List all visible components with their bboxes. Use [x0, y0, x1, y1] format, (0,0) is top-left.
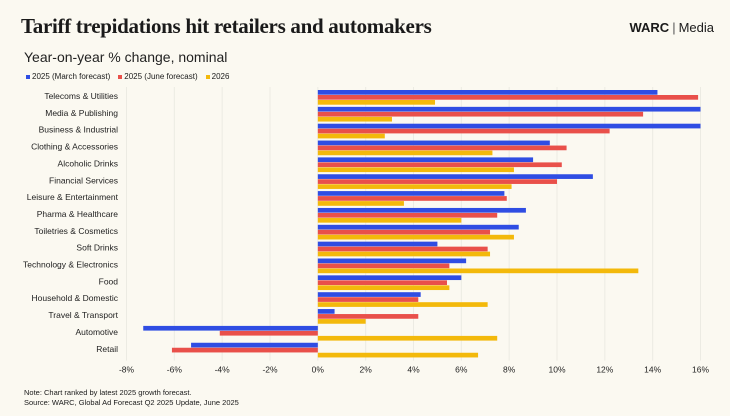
notes: Note: Chart ranked by latest 2025 growth…: [24, 388, 239, 408]
x-tick-label: -6%: [167, 365, 183, 375]
category-label: Automotive: [75, 327, 118, 337]
category-label: Media & Publishing: [45, 108, 118, 118]
bar-2025-june-forecast-: [317, 297, 419, 302]
bar-2026: [317, 201, 404, 206]
bar-2025-march-forecast-: [317, 191, 505, 196]
category-label: Retail: [96, 344, 118, 354]
bar-2026: [317, 352, 479, 358]
bar-2025-june-forecast-: [317, 263, 450, 269]
bar-2025-march-forecast-: [317, 174, 593, 179]
legend-item-2026: 2026: [205, 72, 230, 81]
bar-2026: [317, 217, 462, 223]
bar-2025-march-forecast-: [317, 106, 701, 112]
category-label: Leisure & Entertainment: [27, 192, 119, 202]
bar-2025-june-forecast-: [171, 347, 318, 353]
bar-2026: [317, 116, 392, 122]
bar-2026: [317, 234, 514, 240]
x-tick-label: 8%: [503, 365, 516, 375]
bar-2025-june-forecast-: [317, 179, 557, 184]
bar-2025-june-forecast-: [317, 111, 644, 117]
bar-2026: [317, 319, 366, 324]
category-label: Food: [99, 276, 119, 286]
bar-2025-june-forecast-: [317, 229, 491, 235]
brand-suffix: Media: [678, 20, 714, 35]
bar-2025-june-forecast-: [317, 314, 419, 319]
legend-label: 2026: [211, 72, 230, 81]
bar-2025-march-forecast-: [317, 292, 421, 297]
category-label: Clothing & Accessories: [31, 142, 118, 152]
bar-2025-march-forecast-: [317, 224, 519, 230]
bar-2025-june-forecast-: [317, 280, 447, 286]
category-label: Alcoholic Drinks: [58, 158, 118, 168]
bar-2025-june-forecast-: [317, 145, 567, 151]
brand-logo: WARC | Media: [629, 20, 714, 35]
x-tick-label: 6%: [455, 365, 468, 375]
bar-2025-march-forecast-: [317, 207, 526, 213]
bar-2026: [317, 167, 514, 173]
x-tick-label: 2%: [360, 365, 373, 375]
x-tick-label: 16%: [692, 365, 709, 375]
legend-swatch: [26, 74, 30, 79]
x-tick-label: -8%: [119, 365, 135, 375]
category-label: Household & Domestic: [32, 293, 119, 303]
bar-2026: [317, 100, 436, 105]
bar-2025-march-forecast-: [317, 241, 438, 247]
bar-2026: [317, 133, 385, 139]
legend-item-march: 2025 (March forecast): [26, 72, 110, 81]
bar-2025-march-forecast-: [317, 140, 550, 146]
bar-2026: [317, 150, 493, 156]
category-label: Financial Services: [49, 175, 118, 185]
x-tick-label: -2%: [262, 365, 278, 375]
bar-2025-march-forecast-: [317, 157, 534, 163]
category-label: Technology & Electronics: [23, 260, 118, 270]
legend-swatch: [205, 74, 210, 79]
bar-2025-march-forecast-: [317, 90, 658, 95]
category-label: Travel & Transport: [48, 310, 118, 320]
bar-2026: [317, 335, 498, 341]
source-text: Source: WARC, Global Ad Forecast Q2 2025…: [24, 398, 239, 407]
bar-2026: [317, 268, 639, 274]
note-text: Note: Chart ranked by latest 2025 growth…: [24, 388, 192, 397]
bar-2026: [317, 251, 491, 257]
bar-2025-june-forecast-: [317, 196, 507, 201]
legend: 2025 (March forecast) 2025 (June forecas…: [26, 72, 229, 81]
bar-2026: [317, 302, 488, 307]
bar-2025-march-forecast-: [317, 309, 335, 314]
bar-2026: [317, 184, 512, 189]
category-label: Telecoms & Utilities: [44, 91, 118, 101]
category-label: Business & Industrial: [39, 125, 118, 135]
bar-2025-march-forecast-: [191, 342, 318, 348]
legend-swatch: [118, 74, 123, 79]
bar-2025-june-forecast-: [219, 330, 318, 336]
x-tick-label: -4%: [215, 365, 231, 375]
legend-label: 2025 (March forecast): [32, 72, 111, 81]
bar-2025-june-forecast-: [317, 212, 498, 218]
category-label: Pharma & Healthcare: [37, 209, 119, 219]
brand-name: WARC: [629, 20, 670, 35]
category-label: Soft Drinks: [76, 243, 118, 253]
bar-2025-june-forecast-: [317, 95, 699, 100]
x-tick-label: 12%: [596, 365, 613, 375]
x-tick-label: 0%: [312, 365, 325, 375]
bar-2026: [317, 285, 450, 291]
bar-2025-june-forecast-: [317, 128, 610, 134]
bar-2025-march-forecast-: [317, 275, 462, 281]
x-tick-label: 10%: [548, 365, 565, 375]
bar-2025-march-forecast-: [317, 123, 701, 129]
bar-2025-march-forecast-: [143, 325, 318, 331]
bar-2025-march-forecast-: [317, 258, 467, 264]
x-tick-label: 14%: [644, 365, 661, 375]
legend-item-june: 2025 (June forecast): [118, 72, 198, 81]
bar-2025-june-forecast-: [317, 162, 562, 168]
chart-subtitle: Year-on-year % change, nominal: [24, 49, 228, 65]
x-tick-label: 4%: [407, 365, 420, 375]
bar-2025-june-forecast-: [317, 246, 488, 252]
legend-label: 2025 (June forecast): [124, 72, 198, 81]
category-label: Toiletries & Cosmetics: [34, 226, 118, 236]
chart-title: Tariff trepidations hit retailers and au…: [21, 14, 432, 38]
